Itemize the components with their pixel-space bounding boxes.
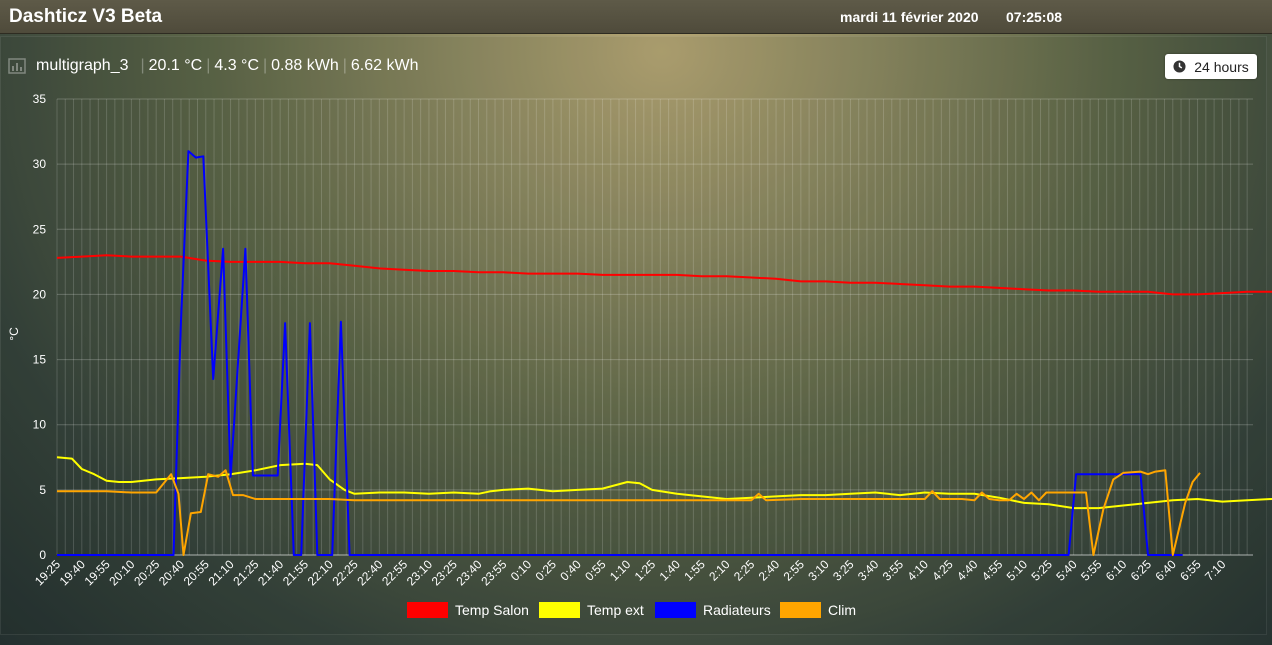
- chart-icon: [8, 58, 26, 74]
- legend-label: Temp Salon: [455, 602, 529, 618]
- separator: |: [206, 57, 211, 74]
- app-title: Dashticz V3 Beta: [9, 6, 163, 27]
- x-tick-label: 1:25: [632, 557, 659, 584]
- x-tick-label: 20:55: [181, 557, 212, 588]
- separator: |: [342, 57, 347, 74]
- y-tick-label: 30: [33, 157, 47, 171]
- x-tick-label: 23:10: [404, 557, 435, 588]
- legend-swatch: [407, 602, 448, 618]
- x-tick-label: 2:25: [731, 557, 758, 584]
- series-line-clim: [57, 469, 1201, 556]
- clock-icon: [1173, 60, 1186, 73]
- x-tick-label: 1:40: [657, 557, 684, 584]
- x-tick-label: 21:55: [280, 557, 311, 588]
- y-tick-label: 0: [39, 548, 46, 562]
- y-axis: 0 5 10 15 20 25 30 35: [33, 92, 47, 562]
- x-tick-label: 0:55: [582, 557, 609, 584]
- graph-title: multigraph_3: [36, 57, 129, 74]
- value-temp-ext: 4.3 °C: [214, 57, 259, 74]
- x-tick-label: 4:55: [979, 557, 1006, 584]
- legend-label: Clim: [828, 602, 856, 618]
- series-line-temp-salon: [56, 254, 1272, 296]
- x-tick-label: 22:40: [354, 557, 385, 588]
- legend-swatch: [780, 602, 821, 618]
- x-tick-label: 19:55: [82, 557, 113, 588]
- x-tick-label: 4:40: [954, 557, 981, 584]
- x-tick-label: 19:40: [57, 557, 88, 588]
- x-tick-label: 22:55: [379, 557, 410, 588]
- y-tick-label: 20: [33, 287, 47, 301]
- x-tick-label: 1:55: [681, 557, 708, 584]
- graph-header: multigraph_3 | 20.1 °C | 4.3 °C | 0.88 k…: [8, 54, 419, 78]
- legend-label: Radiateurs: [703, 602, 771, 618]
- x-tick-label: 20:40: [156, 557, 187, 588]
- x-tick-label: 23:40: [454, 557, 485, 588]
- value-temp-salon: 20.1 °C: [148, 57, 203, 74]
- legend-item-temp-salon[interactable]: Temp Salon: [407, 602, 529, 618]
- y-tick-label: 25: [33, 222, 47, 236]
- legend-item-clim[interactable]: Clim: [780, 602, 856, 618]
- x-tick-label: 22:25: [330, 557, 361, 588]
- y-tick-label: 35: [33, 92, 47, 106]
- separator: |: [263, 57, 268, 74]
- x-tick-label: 3:10: [805, 557, 832, 584]
- legend: Temp Salon Temp ext Radiateurs Clim: [407, 602, 856, 618]
- x-tick-label: 23:25: [429, 557, 460, 588]
- y-axis-label: °C: [7, 327, 21, 341]
- legend-item-radiateurs[interactable]: Radiateurs: [655, 602, 771, 618]
- value-radiateurs: 0.88 kWh: [271, 57, 339, 74]
- x-tick-label: 5:10: [1004, 557, 1031, 584]
- legend-item-temp-ext[interactable]: Temp ext: [539, 602, 644, 618]
- x-tick-label: 20:25: [131, 557, 162, 588]
- x-tick-label: 6:10: [1103, 557, 1130, 584]
- x-tick-label: 3:40: [855, 557, 882, 584]
- x-tick-label: 6:55: [1177, 557, 1204, 584]
- x-tick-label: 3:25: [830, 557, 857, 584]
- x-tick-label: 6:40: [1152, 557, 1179, 584]
- y-tick-label: 15: [33, 353, 47, 367]
- range-button-label: 24 hours: [1194, 58, 1249, 75]
- x-tick-label: 7:10: [1202, 557, 1229, 584]
- y-tick-label: 5: [39, 483, 46, 497]
- x-tick-label: 4:10: [905, 557, 932, 584]
- x-tick-label: 21:10: [206, 557, 237, 588]
- x-tick-label: 2:10: [706, 557, 733, 584]
- series-line-radiateurs: [57, 150, 1183, 556]
- x-tick-label: 5:25: [1029, 557, 1056, 584]
- date-display: mardi 11 février 2020: [840, 9, 979, 25]
- x-tick-label: 5:55: [1078, 557, 1105, 584]
- clock-display: 07:25:08: [1006, 9, 1063, 25]
- x-tick-label: 6:25: [1128, 557, 1155, 584]
- x-tick-label: 21:25: [230, 557, 261, 588]
- chart-grid: [56, 98, 1253, 556]
- x-tick-label: 5:40: [1053, 557, 1080, 584]
- x-tick-label: 2:40: [756, 557, 783, 584]
- x-tick-label: 23:55: [478, 557, 509, 588]
- x-tick-label: 21:40: [255, 557, 286, 588]
- range-button[interactable]: 24 hours: [1165, 54, 1257, 79]
- legend-label: Temp ext: [587, 602, 644, 618]
- x-tick-label: 3:55: [880, 557, 907, 584]
- x-tick-label: 20:10: [106, 557, 137, 588]
- x-tick-label: 0:25: [533, 557, 560, 584]
- x-tick-label: 2:55: [781, 557, 808, 584]
- x-tick-label: 0:40: [557, 557, 584, 584]
- x-tick-label: 22:10: [305, 557, 336, 588]
- x-tick-label: 4:25: [929, 557, 956, 584]
- x-tick-label: 19:25: [32, 557, 63, 588]
- legend-swatch: [655, 602, 696, 618]
- x-axis: 19:2519:4019:5520:1020:2520:4020:5521:10…: [32, 557, 1229, 588]
- legend-swatch: [539, 602, 580, 618]
- value-clim: 6.62 kWh: [350, 57, 419, 74]
- y-tick-label: 10: [33, 418, 47, 432]
- series-lines: [56, 150, 1272, 556]
- x-tick-label: 0:10: [508, 557, 535, 584]
- separator: |: [140, 57, 145, 74]
- x-tick-label: 1:10: [607, 557, 634, 584]
- top-bar: Dashticz V3 Beta mardi 11 février 2020 0…: [0, 0, 1272, 34]
